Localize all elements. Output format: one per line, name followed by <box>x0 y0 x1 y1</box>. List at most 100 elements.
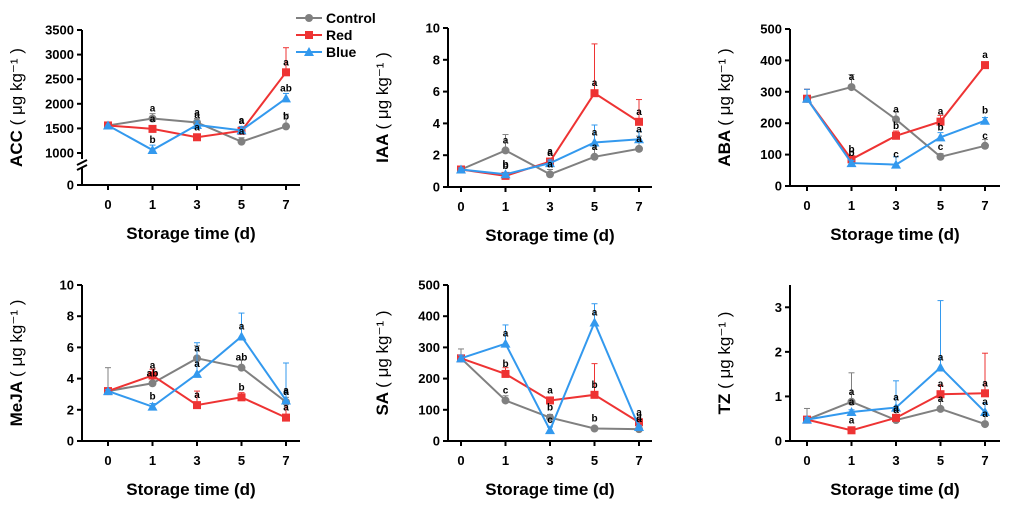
y-axis-label-unit: ( μg kg⁻¹ ) <box>715 312 734 389</box>
significance-letter: b <box>937 122 943 133</box>
legend-marker-control <box>305 14 313 22</box>
significance-letter: a <box>636 414 642 425</box>
y-tick-label: 10 <box>426 21 440 36</box>
significance-letter: a <box>239 116 245 127</box>
significance-letter: a <box>547 385 553 396</box>
significance-letter: a <box>982 409 988 420</box>
significance-letter: c <box>982 131 988 142</box>
significance-letter: a <box>636 412 642 423</box>
y-axis-label-name: MeJA <box>7 377 26 426</box>
x-tick-label: 1 <box>502 199 509 214</box>
data-point <box>501 146 510 155</box>
y-tick-label: 0 <box>67 178 74 193</box>
data-point <box>281 395 291 405</box>
significance-letter: a <box>194 359 200 370</box>
data-point <box>935 132 946 142</box>
significance-letter: a <box>194 343 200 354</box>
y-tick-label: 0 <box>775 179 782 194</box>
y-tick-label: 400 <box>418 309 440 324</box>
data-point <box>802 414 812 424</box>
data-point <box>147 145 158 155</box>
chart-panel-acc: 0 1000 1500 2000 2500 3000 3500 0 1 3 5 7 Storage ti… <box>7 23 300 243</box>
y-tick-label: 300 <box>760 84 782 99</box>
series-blue <box>456 124 644 179</box>
data-point <box>456 164 466 174</box>
y-tick-label: 2 <box>67 402 74 417</box>
significance-letter: a <box>150 104 156 115</box>
data-point <box>546 170 554 179</box>
data-point <box>147 401 158 411</box>
data-point <box>981 389 989 398</box>
significance-letter: a <box>938 394 944 405</box>
data-point <box>847 83 856 92</box>
data-point <box>236 125 247 135</box>
x-tick-label: 3 <box>193 453 200 468</box>
legend-label-blue: Blue <box>326 44 357 60</box>
chart-panel-aba: 0 100 200 300 400 500 0 1 3 5 7 Storage time (d) ABA… <box>715 22 1000 244</box>
y-axis-label-name: ABA <box>715 126 734 167</box>
data-point <box>545 425 555 435</box>
y-tick-label: 2 <box>433 148 440 163</box>
y-axis-label-name: TZ <box>715 389 734 415</box>
x-tick-label: 5 <box>937 198 944 213</box>
data-point <box>635 117 643 126</box>
significance-letter: b <box>502 161 508 172</box>
data-point <box>981 61 989 70</box>
significance-letter: a <box>893 403 899 414</box>
y-tick-label: 1000 <box>45 146 74 161</box>
significance-letter: a <box>636 107 642 118</box>
y-tick-label: 8 <box>67 309 74 324</box>
x-tick-label: 5 <box>591 453 598 468</box>
significance-letter: b <box>283 111 289 122</box>
y-axis-label: ABA ( μg kg⁻¹ ) <box>715 48 734 166</box>
y-tick-label: 500 <box>418 278 440 293</box>
significance-letter: c <box>547 415 553 426</box>
x-tick-label: 1 <box>848 453 855 468</box>
axis-break-mark <box>76 159 88 166</box>
y-axis-label-unit: ( μg kg⁻¹ ) <box>7 48 26 125</box>
series-blue <box>103 312 291 411</box>
data-point <box>847 397 856 406</box>
x-tick-label: 5 <box>238 453 245 468</box>
significance-letter: a <box>849 72 855 83</box>
significance-letter: a <box>893 393 899 404</box>
significance-letter: b <box>238 382 244 393</box>
legend-marker-red <box>305 31 313 39</box>
data-point <box>846 407 857 417</box>
y-axis-label: ACC ( μg kg⁻¹ ) <box>7 48 26 167</box>
significance-letter: a <box>849 397 855 408</box>
significance-letter: a <box>982 378 988 389</box>
y-tick-label: 4 <box>433 116 441 131</box>
data-point <box>500 338 511 348</box>
x-axis-label: Storage time (d) <box>830 225 959 244</box>
data-point <box>846 158 857 168</box>
y-axis-label: SA ( μg kg⁻¹ ) <box>373 310 392 415</box>
significance-letter: a <box>194 107 200 118</box>
data-point <box>981 141 989 150</box>
chart-panel-sa: 0 100 200 300 400 500 0 1 3 5 7 Storage time (d) SA … <box>373 278 652 499</box>
significance-letter: a <box>938 107 944 118</box>
y-tick-label: 4 <box>67 371 75 386</box>
data-point <box>847 426 856 435</box>
data-point <box>192 368 202 378</box>
data-point <box>590 152 599 161</box>
y-axis-label: TZ ( μg kg⁻¹ ) <box>715 312 734 415</box>
y-axis-label-unit: ( μg kg⁻¹ ) <box>373 310 392 387</box>
data-point <box>281 93 291 103</box>
data-point <box>980 115 990 125</box>
data-point <box>634 134 644 144</box>
data-point <box>892 115 900 124</box>
legend-label-red: Red <box>326 27 352 43</box>
significance-letter: a <box>938 379 944 390</box>
x-tick-label: 1 <box>502 453 509 468</box>
significance-letter: a <box>636 407 642 418</box>
x-tick-label: 0 <box>457 199 464 214</box>
data-point <box>590 89 599 98</box>
x-axis-label: Storage time (d) <box>126 480 255 499</box>
significance-letter: a <box>636 134 642 145</box>
significance-letter: a <box>592 307 598 318</box>
significance-letter: b <box>893 121 899 132</box>
x-tick-label: 0 <box>104 453 111 468</box>
y-tick-label: 1500 <box>45 121 74 136</box>
data-point <box>546 413 554 422</box>
